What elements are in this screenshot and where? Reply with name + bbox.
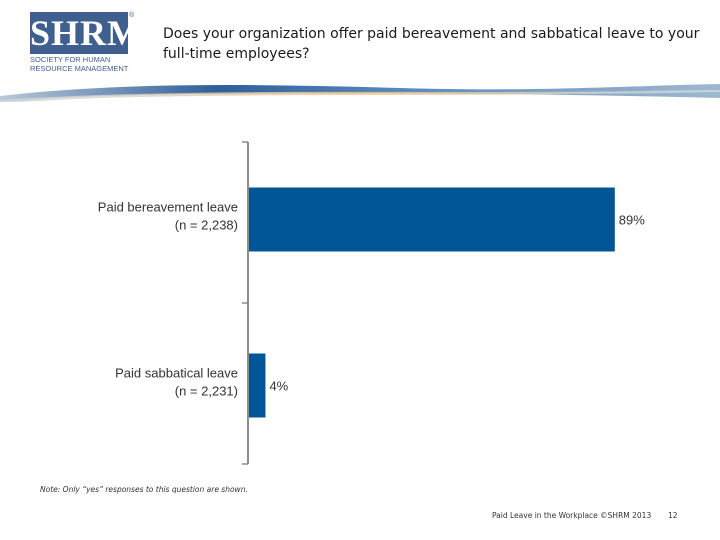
data-label-2: 4% xyxy=(269,379,288,394)
logo-subtitle: SOCIETY FOR HUMAN RESOURCE MANAGEMENT xyxy=(30,55,134,73)
data-label-1: 89% xyxy=(619,213,645,228)
logo-subtitle-line-1: SOCIETY FOR HUMAN xyxy=(30,55,111,64)
page-number: 12 xyxy=(668,511,678,520)
page-title: Does your organization offer paid bereav… xyxy=(163,26,700,62)
logo-subtitle-line-2: RESOURCE MANAGEMENT xyxy=(30,63,129,73)
category-label-1: Paid bereavement leave (n = 2,238) xyxy=(98,200,238,233)
chart-note: Note: Only “yes” responses to this quest… xyxy=(40,485,248,494)
logo-mark: SHRM xyxy=(30,12,142,54)
category-label-2: Paid sabbatical leave (n = 2,231) xyxy=(115,366,238,399)
bar-2 xyxy=(249,353,266,418)
shrm-logo: SHRM ® SOCIETY FOR HUMAN RESOURCE MANAGE… xyxy=(30,12,142,74)
logo-registered-mark: ® xyxy=(129,12,135,19)
header-banner xyxy=(0,84,720,102)
footer-source: Paid Leave in the Workplace ©SHRM 2013 xyxy=(492,511,652,520)
bar-1 xyxy=(249,187,615,252)
